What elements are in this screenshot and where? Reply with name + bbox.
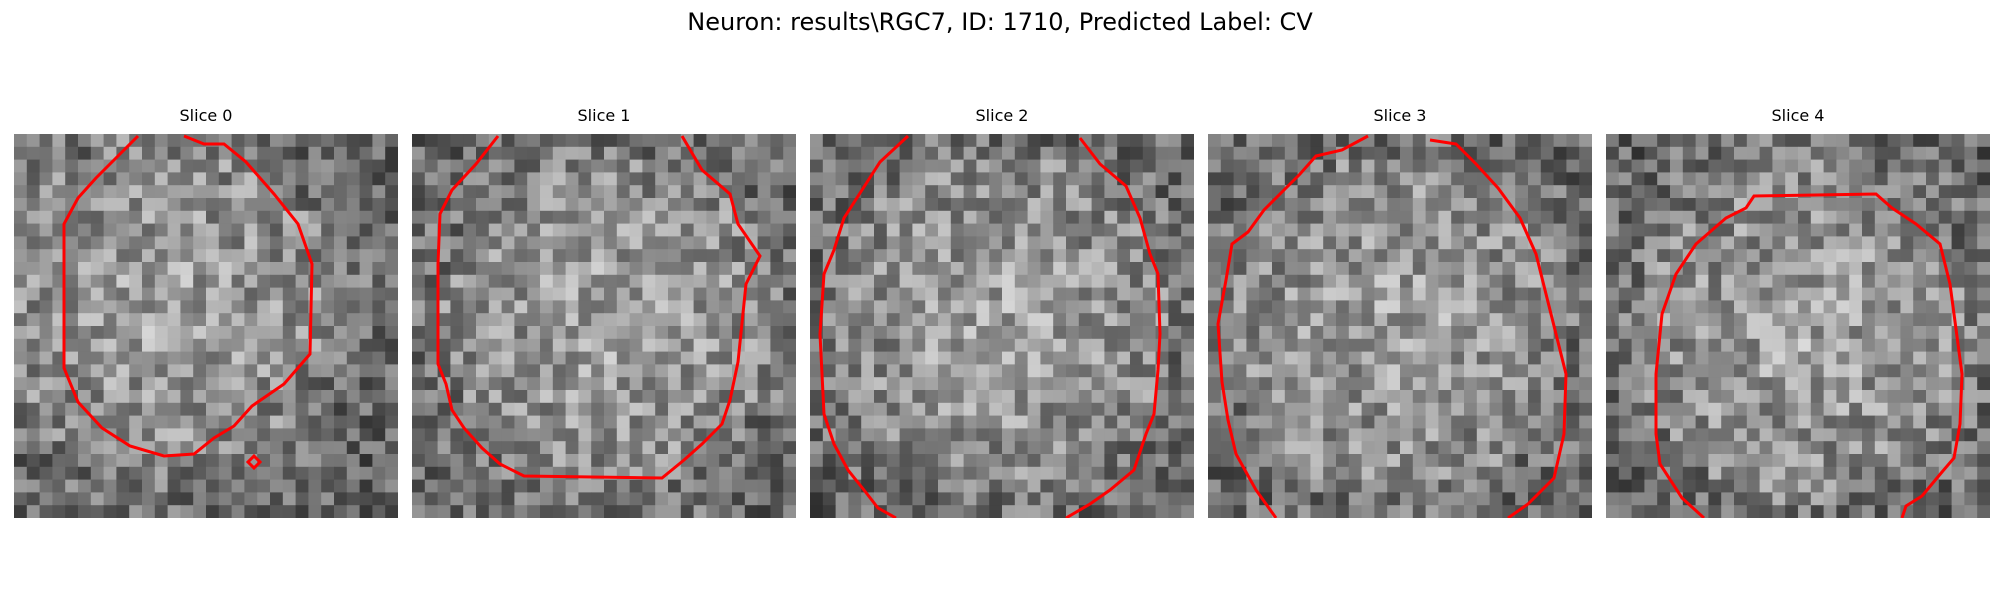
grayscale-pixels bbox=[1606, 134, 1990, 518]
slice-title: Slice 4 bbox=[1771, 106, 1825, 125]
contour-line bbox=[1429, 138, 1568, 518]
contour-line bbox=[1216, 134, 1369, 518]
slice-panel-4: Slice 4 bbox=[1606, 106, 1990, 518]
contour-loop bbox=[245, 453, 263, 471]
slice-image bbox=[14, 134, 398, 518]
grayscale-pixels bbox=[1208, 134, 1592, 518]
contour-line bbox=[436, 135, 762, 480]
contour-line bbox=[62, 134, 314, 458]
grayscale-pixels bbox=[14, 134, 398, 518]
slice-panel-3: Slice 3 bbox=[1208, 106, 1592, 518]
grayscale-pixels bbox=[412, 134, 796, 518]
grayscale-pixels bbox=[810, 134, 1194, 518]
contour-line bbox=[1065, 137, 1162, 518]
contour-line bbox=[818, 134, 910, 518]
slice-title: Slice 2 bbox=[975, 106, 1029, 125]
slice-panel-0: Slice 0 bbox=[14, 106, 398, 518]
slice-image bbox=[810, 134, 1194, 518]
slice-title: Slice 0 bbox=[179, 106, 233, 125]
slice-image bbox=[1606, 134, 1990, 518]
contour-line bbox=[1654, 192, 1964, 518]
slice-title: Slice 3 bbox=[1373, 106, 1427, 125]
slice-image bbox=[412, 134, 796, 518]
slice-image bbox=[1208, 134, 1592, 518]
slice-title: Slice 1 bbox=[577, 106, 631, 125]
slice-panel-2: Slice 2 bbox=[810, 106, 1194, 518]
slice-panel-1: Slice 1 bbox=[412, 106, 796, 518]
figure-title: Neuron: results\RGC7, ID: 1710, Predicte… bbox=[687, 8, 1313, 36]
